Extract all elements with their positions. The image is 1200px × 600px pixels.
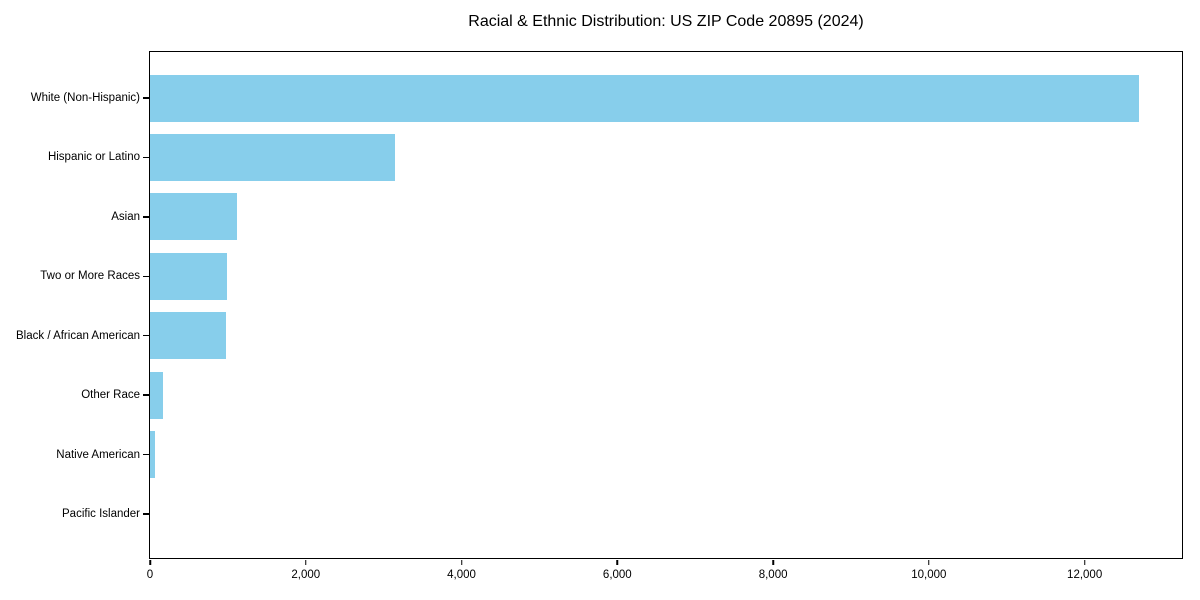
y-axis-label-hispanic-or-latino: Hispanic or Latino [47, 151, 140, 164]
y-axis-tick [142, 156, 149, 159]
y-axis-tick [142, 513, 149, 515]
bar-other-race [150, 371, 164, 419]
x-axis-tick [928, 559, 930, 565]
bar-black-african-american [150, 312, 227, 360]
bar-white-non-hispanic [150, 74, 1140, 122]
y-axis-label-pacific-islander: Pacific Islander [62, 508, 140, 520]
x-axis-tick-label: 2,000 [291, 569, 321, 581]
bar-asian [150, 193, 238, 241]
y-axis-label-black-african-american: Black / African American [16, 329, 140, 342]
y-axis-tick [142, 453, 149, 456]
y-axis-label-other-race: Other Race [81, 389, 140, 402]
x-axis-tick-label: 12,000 [1067, 569, 1103, 581]
y-axis-label-two-or-more-races: Two or More Races [40, 270, 140, 283]
x-axis-tick [772, 559, 774, 565]
x-axis-tick [305, 559, 307, 565]
x-axis-tick-label: 10,000 [911, 569, 947, 581]
y-axis-tick [142, 216, 149, 218]
bar-two-or-more-races [150, 252, 228, 300]
y-axis-tick [142, 275, 149, 278]
y-axis-tick [142, 334, 149, 337]
x-axis-tick-label: 0 [146, 569, 154, 581]
y-axis-tick [142, 394, 149, 396]
chart-title: Racial & Ethnic Distribution: US ZIP Cod… [468, 13, 864, 30]
x-axis-tick [616, 559, 619, 565]
plot-area: White (Non-Hispanic) Hispanic or Latino As… [16, 51, 1183, 581]
y-axis-tick [142, 97, 149, 99]
bar-hispanic-or-latino [150, 133, 396, 181]
x-axis-tick [149, 559, 151, 565]
x-axis-tick [460, 559, 463, 565]
y-axis-label-white-non-hispanic: White (Non-Hispanic) [30, 92, 140, 104]
x-axis-tick [1083, 559, 1086, 565]
x-axis-tick-label: 4,000 [447, 569, 476, 581]
bar-native-american [150, 431, 155, 479]
x-axis-tick-label: 6,000 [602, 569, 632, 581]
x-axis-tick-label: 8,000 [758, 569, 788, 581]
y-axis-label-asian: Asian [111, 210, 140, 223]
y-axis-label-native-american: Native American [56, 448, 140, 461]
